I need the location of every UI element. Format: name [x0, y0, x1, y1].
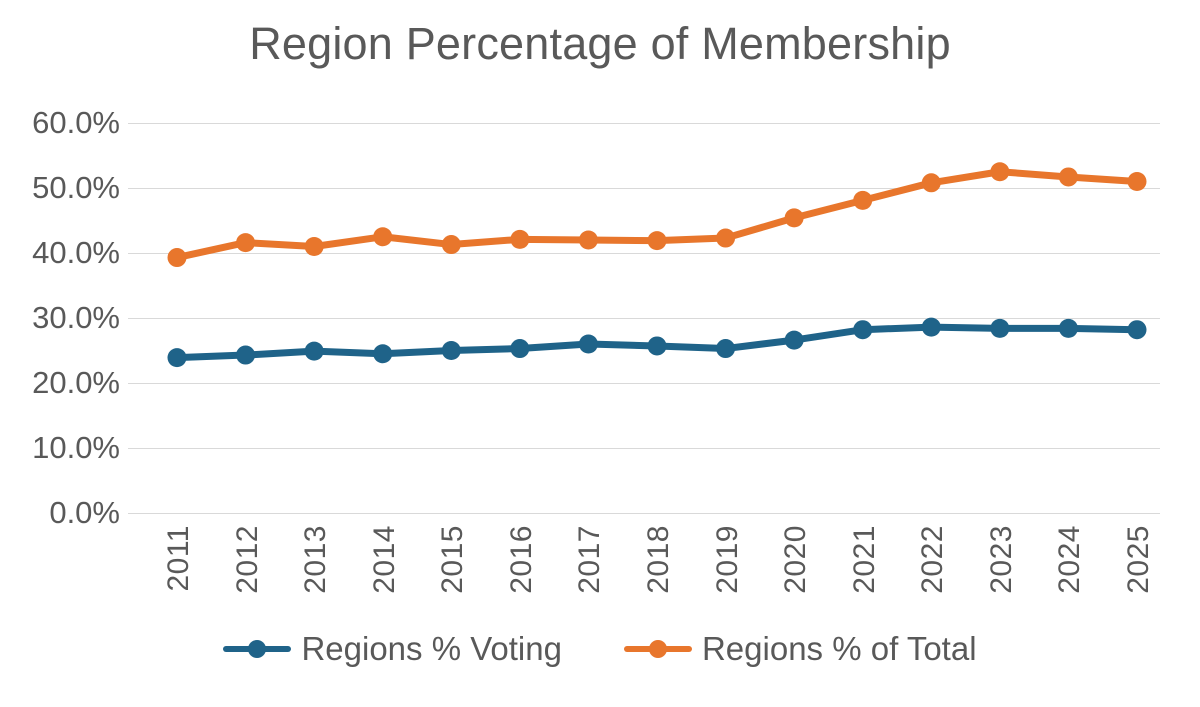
legend-marker-icon [223, 636, 292, 662]
legend-label: Regions % of Total [701, 630, 977, 667]
data-point[interactable] [716, 339, 736, 359]
data-point[interactable] [304, 237, 324, 256]
data-point[interactable] [441, 235, 461, 255]
x-axis-tick-label: 2022 [916, 525, 950, 594]
x-axis-tick-label: 2016 [504, 525, 538, 594]
x-axis-tick-label: 2021 [847, 525, 881, 594]
data-point[interactable] [236, 233, 256, 253]
legend-marker-icon [623, 636, 692, 662]
series-2 [167, 162, 1147, 268]
data-point[interactable] [784, 208, 804, 228]
y-axis-tick-label: 30.0% [32, 300, 120, 335]
data-point[interactable] [373, 344, 393, 364]
gridline [128, 318, 1160, 319]
data-point[interactable] [167, 248, 187, 268]
legend-item[interactable]: Regions % Voting [223, 630, 562, 668]
data-point[interactable] [784, 330, 804, 350]
legend-dot-icon [248, 640, 267, 658]
data-point[interactable] [990, 162, 1010, 182]
data-point[interactable] [1127, 172, 1147, 191]
y-axis-tick-label: 60.0% [32, 105, 120, 140]
x-axis-tick-label: 2017 [573, 525, 607, 594]
x-axis-tick-label: 2018 [642, 525, 675, 594]
legend-dot-icon [648, 640, 667, 658]
data-point[interactable] [304, 341, 324, 361]
chart-title: Region Percentage of Membership [249, 18, 951, 69]
data-point[interactable] [1127, 320, 1147, 340]
gridline [128, 253, 1160, 254]
y-axis-tick-label: 10.0% [32, 430, 120, 465]
gridline [128, 123, 1160, 124]
data-point[interactable] [853, 190, 873, 210]
x-axis-tick-label: 2020 [779, 525, 813, 594]
data-point[interactable] [853, 320, 873, 340]
data-point[interactable] [510, 339, 530, 359]
legend-item[interactable]: Regions % of Total [623, 630, 977, 668]
data-point[interactable] [990, 318, 1010, 338]
gridline [128, 448, 1160, 449]
x-axis-tick-label: 2023 [984, 525, 1018, 594]
data-point[interactable] [647, 336, 667, 356]
data-point[interactable] [1058, 318, 1078, 338]
y-axis-tick-label: 50.0% [32, 170, 120, 205]
data-point[interactable] [373, 227, 393, 247]
x-axis-tick-label: 2024 [1053, 525, 1087, 594]
y-axis: 60.0% 50.0% 40.0% 30.0% 20.0% 10.0% 0.0% [0, 105, 120, 530]
plot-area [128, 123, 1160, 514]
data-point[interactable] [647, 231, 667, 251]
data-point[interactable] [921, 173, 941, 193]
data-point[interactable] [236, 345, 256, 365]
data-point[interactable] [716, 228, 736, 248]
x-axis-tick-label: 2013 [299, 525, 333, 594]
x-axis-tick-label: 2011 [162, 525, 195, 592]
chart-legend: Regions % Voting Regions % of Total [0, 630, 1200, 668]
data-point[interactable] [921, 317, 941, 337]
data-point[interactable] [167, 348, 187, 368]
gridline [128, 513, 1160, 514]
x-axis-tick-label: 2014 [367, 525, 401, 594]
y-axis-tick-label: 40.0% [32, 235, 120, 270]
legend-label: Regions % Voting [301, 630, 562, 667]
x-axis-tick-label: 2019 [710, 525, 744, 594]
x-axis-tick-label: 2015 [436, 525, 470, 594]
data-point[interactable] [510, 229, 530, 249]
gridline [128, 383, 1160, 384]
y-axis-tick-label: 20.0% [32, 365, 120, 400]
gridline [128, 188, 1160, 189]
x-axis: 2011 2012 2013 2014 2015 2016 2017 2018 2019 2020… [128, 513, 1160, 633]
y-axis-tick-label: 0.0% [49, 495, 120, 530]
x-axis-tick-label: 2025 [1122, 525, 1155, 594]
data-point[interactable] [578, 230, 598, 250]
series-1 [167, 317, 1147, 368]
x-axis-tick-label: 2012 [230, 525, 264, 594]
data-point[interactable] [441, 341, 461, 360]
data-point[interactable] [578, 334, 598, 354]
data-point[interactable] [1058, 167, 1078, 187]
